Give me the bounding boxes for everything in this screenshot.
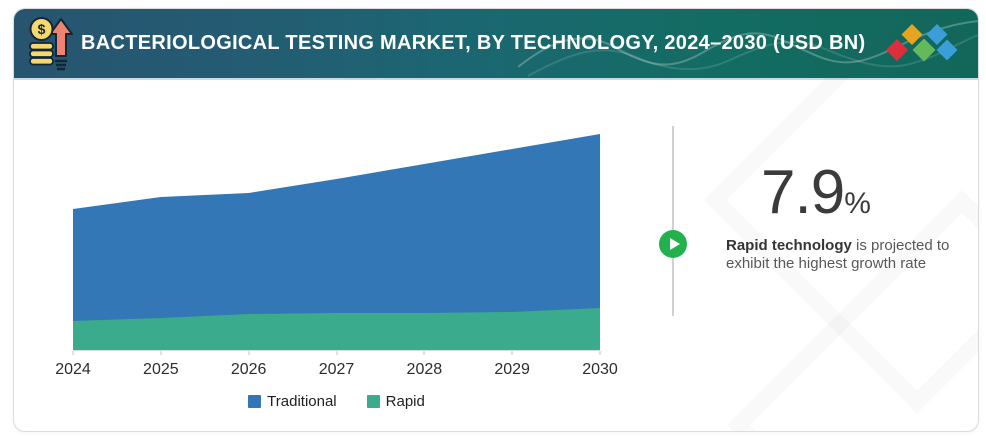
logo-diamond xyxy=(901,24,923,45)
x-axis-tick xyxy=(511,351,513,355)
x-axis-ticks xyxy=(72,351,601,356)
legend-item: Traditional xyxy=(248,393,337,410)
stacked-area-chart xyxy=(73,134,600,351)
up-arrow-icon xyxy=(49,17,73,57)
x-axis-tick xyxy=(248,351,250,355)
growth-rate-stat: 7.9% xyxy=(716,162,916,224)
legend-label: Rapid xyxy=(385,393,425,410)
logo-diamond xyxy=(936,39,958,61)
x-axis-label: 2028 xyxy=(406,361,443,378)
area-rapid xyxy=(73,308,600,350)
growth-rate-value: 7.9 xyxy=(761,158,845,227)
growth-note-line1: Rapid technology is projected to xyxy=(726,237,956,255)
growth-rate-percent-sign: % xyxy=(844,187,871,220)
x-axis-tick xyxy=(160,351,162,355)
legend-item: Rapid xyxy=(366,393,425,410)
x-axis-label: 2025 xyxy=(143,361,179,378)
diamonds-logo xyxy=(886,24,958,62)
logo-diamond xyxy=(912,38,936,62)
growth-note-bold: Rapid technology xyxy=(726,237,852,254)
logo-diamond xyxy=(886,39,908,61)
x-axis-label: 2030 xyxy=(582,361,618,378)
money-growth-icon: $ xyxy=(29,16,73,70)
vertical-divider xyxy=(672,126,674,316)
growth-note: Rapid technology is projected to exhibit… xyxy=(726,237,956,273)
x-axis-label: 2027 xyxy=(318,361,355,378)
legend-label: Traditional xyxy=(267,393,337,410)
x-axis-label: 2024 xyxy=(55,361,91,378)
play-bullet xyxy=(659,230,687,258)
x-axis-tick xyxy=(72,351,74,355)
dollar-sign: $ xyxy=(38,21,46,37)
page-title: BACTERIOLOGICAL TESTING MARKET, BY TECHN… xyxy=(81,32,866,54)
x-axis-label: 2026 xyxy=(230,361,267,378)
area-traditional xyxy=(73,134,600,350)
logo-diamond xyxy=(926,24,948,45)
growth-note-line2: exhibit the highest growth rate xyxy=(726,255,927,272)
report-card: $ BACTERIOLOGICAL TESTING MARKET, BY TEC… xyxy=(13,8,979,432)
x-axis-tick xyxy=(599,351,601,355)
coin-stack-icon: $ xyxy=(29,16,54,65)
x-axis-tick xyxy=(336,351,337,355)
legend-swatch xyxy=(248,395,262,408)
x-axis-label: 2029 xyxy=(494,361,530,378)
arrow-base-lines xyxy=(55,59,67,70)
header-banner: $ BACTERIOLOGICAL TESTING MARKET, BY TEC… xyxy=(14,9,978,80)
growth-note-rest: is projected to xyxy=(851,237,950,254)
x-axis-tick xyxy=(423,351,425,355)
legend: Traditional Rapid xyxy=(73,393,600,410)
wavy-lines-decoration xyxy=(518,20,978,77)
legend-swatch xyxy=(366,395,380,408)
x-axis-labels: 2024 2025 2026 2027 2028 2029 2030 xyxy=(55,361,618,381)
play-icon xyxy=(670,238,680,250)
